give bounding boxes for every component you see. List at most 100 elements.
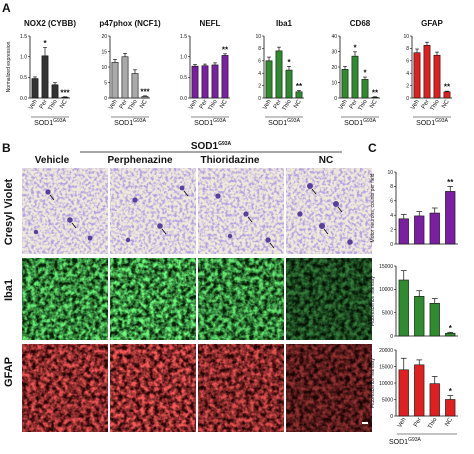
bar-veh (31, 78, 39, 99)
category-label: Per (39, 99, 49, 110)
bar-veh (191, 65, 199, 99)
category-label: Veh (338, 99, 348, 111)
chart-title: Iba1 (276, 19, 293, 28)
micrograph-row-gfap (22, 344, 372, 432)
category-label: Thio (128, 98, 139, 112)
y-tick-label: 5000 (382, 310, 393, 316)
significance-mark: ** (296, 82, 303, 91)
group-label: SOD1G93A (268, 118, 301, 127)
y-tick-label: 0 (104, 96, 107, 102)
bar-veh (398, 369, 409, 417)
column-header-nc: NC (319, 155, 333, 166)
y-tick-label: 10 (101, 65, 107, 71)
category-label: Thio (282, 98, 293, 112)
y-tick-label: 20 (331, 65, 337, 71)
group-label: SOD1G93A (344, 118, 377, 127)
bar-nc (445, 332, 456, 337)
bar-per (414, 364, 425, 417)
column-header-perphenazine: Perphenazine (107, 155, 172, 166)
y-tick-label: 0 (390, 242, 393, 248)
category-label: Per (421, 99, 431, 110)
category-label: Per (199, 99, 209, 110)
y-axis-label: Motor neurons, counts per field (370, 173, 376, 242)
group-label: SOD1G93A (416, 118, 449, 127)
motor-neuron-marks (33, 183, 353, 245)
category-label: Veh (188, 99, 198, 111)
category-label: NC (59, 98, 69, 109)
category-label: NC (293, 98, 303, 109)
y-tick-label: 6 (406, 59, 409, 65)
significance-mark: * (449, 387, 453, 396)
y-tick-label: 10 (255, 34, 261, 40)
bar-veh (341, 69, 349, 99)
group-label: SOD1G93A (34, 118, 67, 127)
bar-nc (61, 96, 69, 99)
category-label: NC (444, 416, 454, 427)
y-tick-label: 10 (387, 170, 393, 176)
category-label: Veh (108, 99, 118, 111)
y-tick-label: 15 (101, 49, 107, 55)
bar-per (41, 55, 49, 99)
y-tick-label: 0.0 (20, 96, 27, 102)
bar-veh (413, 52, 421, 99)
y-tick-label: 40 (331, 34, 337, 40)
significance-mark: * (353, 43, 357, 52)
chart-title: GFAP (421, 19, 443, 28)
bar-nc (371, 96, 379, 99)
category-label: Veh (262, 99, 272, 111)
y-tick-label: 5000 (382, 397, 393, 403)
bar-thio (429, 383, 440, 417)
y-tick-label: 4 (258, 71, 261, 77)
y-tick-label: 10 (403, 34, 409, 40)
category-label: Veh (397, 417, 407, 429)
y-tick-label: 6 (390, 199, 393, 205)
bar-thio (429, 212, 440, 245)
bar-per (275, 50, 283, 99)
bar-veh (265, 60, 273, 99)
bar-per (121, 56, 129, 99)
bar-veh (111, 62, 119, 99)
category-label: Veh (410, 99, 420, 111)
y-tick-label: 15000 (379, 264, 393, 270)
bar-veh (398, 218, 409, 245)
y-tick-label: 8 (406, 46, 409, 52)
row-label-cresyl-violet: Cresyl Violet (3, 178, 15, 245)
category-label: Per (413, 417, 423, 428)
panel-c-group-label: SOD1G93A (389, 437, 422, 446)
y-tick-label: 20000 (379, 348, 393, 354)
category-label: Per (349, 99, 359, 110)
category-label: NC (369, 98, 379, 109)
bar-thio (211, 64, 219, 99)
panel-c-letter: C (368, 141, 377, 155)
y-tick-label: 1.0 (180, 54, 187, 60)
y-tick-label: 5 (104, 80, 107, 86)
category-label: Per (119, 99, 129, 110)
y-tick-label: 0 (334, 96, 337, 102)
y-tick-label: 4 (390, 213, 393, 219)
y-tick-label: 0.5 (20, 75, 27, 81)
arrow-markers (49, 188, 343, 249)
bar-per (351, 55, 359, 99)
category-label: Thio (48, 98, 59, 112)
y-tick-label: 10 (331, 80, 337, 86)
y-tick-label: 15000 (379, 364, 393, 370)
bar-per (414, 215, 425, 245)
category-label: Thio (208, 98, 219, 112)
y-tick-label: 6 (258, 59, 261, 65)
bar-thio (361, 79, 369, 99)
bar-per (201, 65, 209, 99)
chart-title: NOX2 (CYBB) (24, 19, 76, 28)
y-tick-label: 4 (406, 71, 409, 77)
significance-mark: * (43, 39, 47, 48)
chart-title: NEFL (200, 19, 221, 28)
category-label: Thio (358, 98, 369, 112)
sod1-group-label: SOD1G93A (191, 141, 232, 152)
panel-a-letter: A (2, 1, 11, 15)
y-tick-label: 8 (258, 46, 261, 52)
